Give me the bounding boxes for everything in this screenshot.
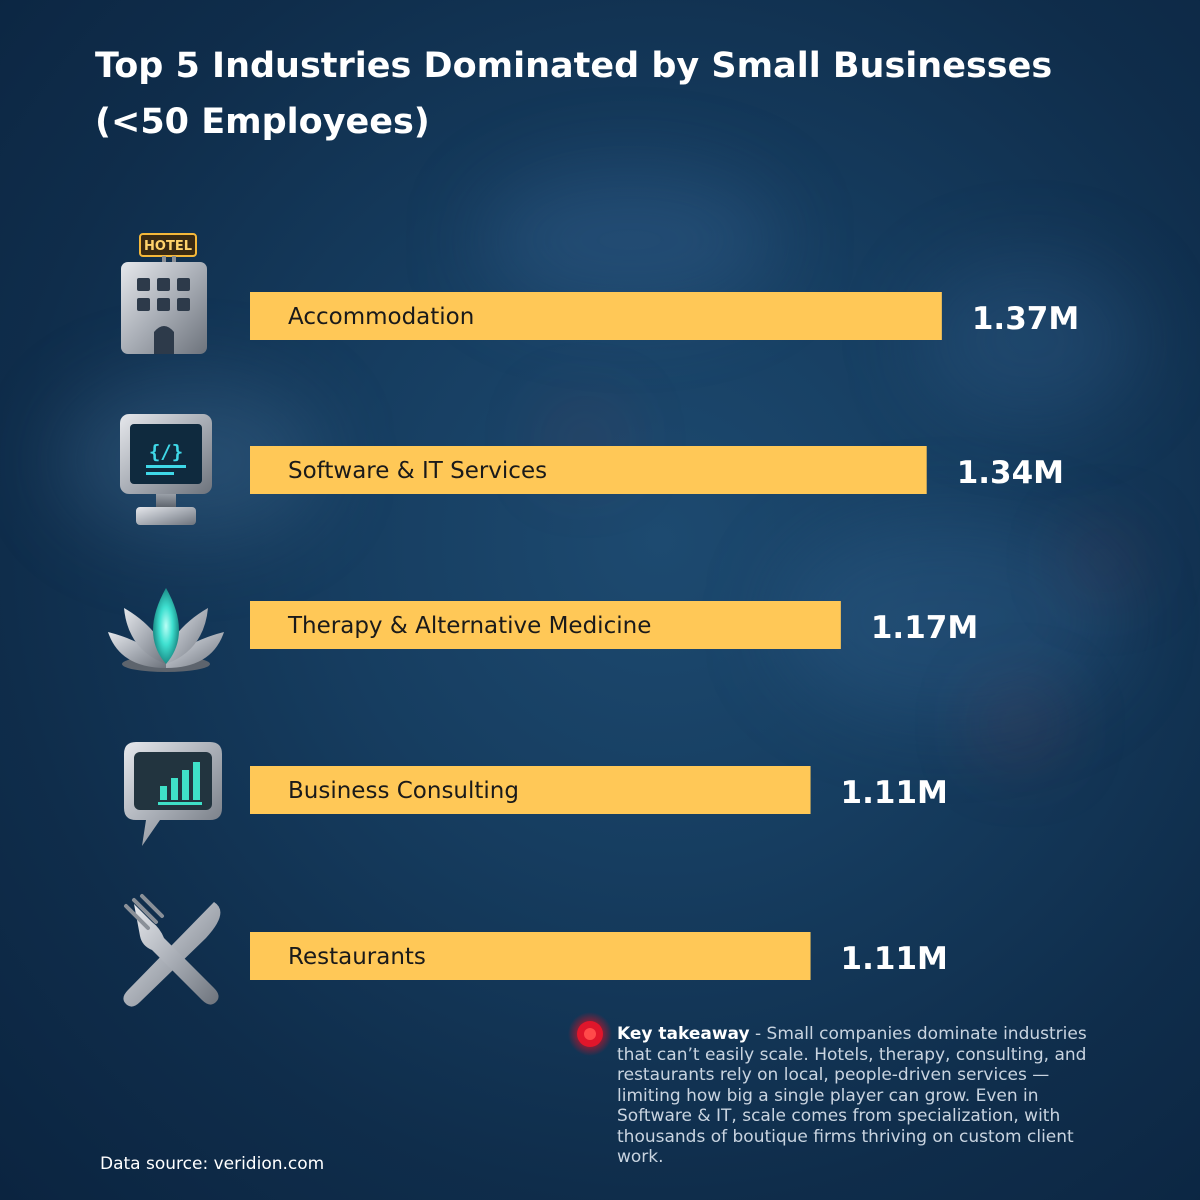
- category-label: Accommodation: [288, 304, 474, 330]
- value-label: 1.11M: [841, 941, 948, 977]
- key-takeaway: Key takeaway - Small companies dominate …: [617, 1024, 1107, 1168]
- fork-knife-icon: [123, 894, 221, 1007]
- bar: [250, 601, 841, 649]
- chart-title: Top 5 Industries Dominated by Small Busi…: [95, 38, 1095, 150]
- takeaway-text: - Small companies dominate industries th…: [617, 1024, 1087, 1167]
- category-label: Restaurants: [288, 944, 426, 970]
- value-label: 1.11M: [841, 775, 948, 811]
- takeaway-dot-icon: [568, 1012, 612, 1056]
- value-label: 1.17M: [871, 610, 978, 646]
- bar: [250, 766, 811, 814]
- value-label: 1.37M: [972, 301, 1079, 337]
- value-label: 1.34M: [957, 455, 1064, 491]
- takeaway-label: Key takeaway: [617, 1024, 750, 1044]
- title-line-1: Top 5 Industries Dominated by Small Busi…: [95, 46, 1053, 86]
- bar: [250, 292, 942, 340]
- bars-layer: Accommodation 1.37M Software & IT Services…: [250, 292, 1079, 980]
- svg-text:HOTEL: HOTEL: [144, 239, 192, 254]
- category-label: Therapy & Alternative Medicine: [287, 613, 651, 639]
- svg-text:{/}: {/}: [149, 441, 183, 463]
- bar: [250, 932, 811, 980]
- lotus-icon: [108, 588, 224, 672]
- title-line-2: (<50 Employees): [95, 102, 430, 142]
- category-label: Business Consulting: [288, 778, 519, 804]
- category-label: Software & IT Services: [288, 458, 547, 484]
- hotel-building-icon: HOTEL: [121, 233, 207, 354]
- chat-bar-chart-icon: [124, 742, 222, 846]
- bar: [250, 446, 927, 494]
- data-source: Data source: veridion.com: [100, 1154, 325, 1174]
- computer-monitor-icon: {/}: [120, 414, 212, 525]
